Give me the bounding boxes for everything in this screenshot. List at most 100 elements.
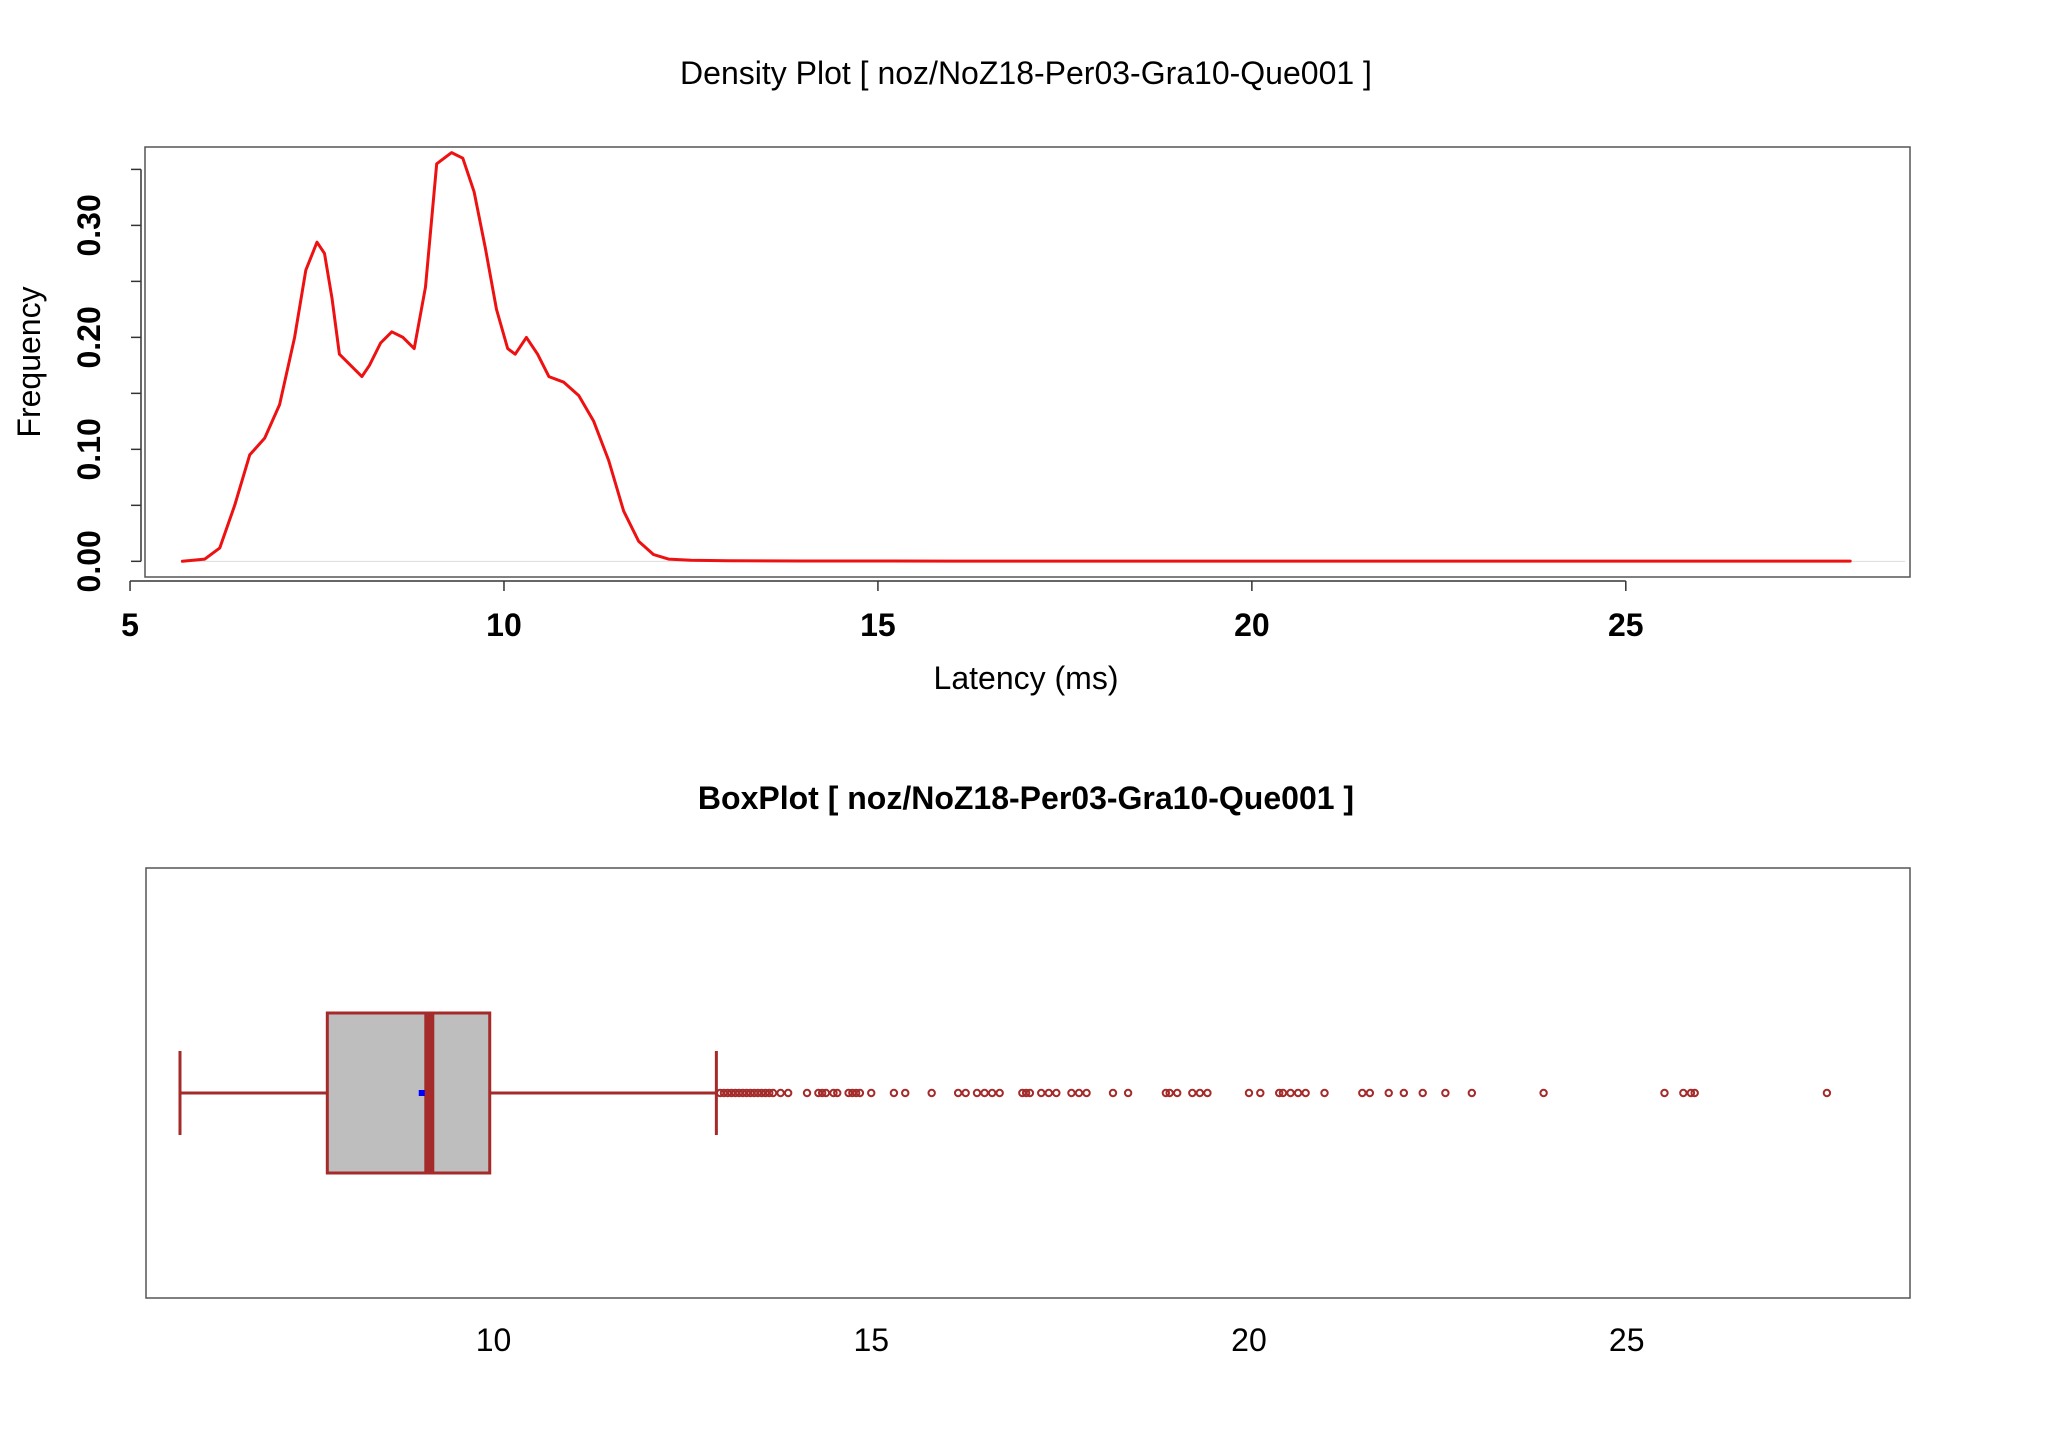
boxplot-outlier — [1195, 1088, 1205, 1098]
boxplot-outlier — [829, 1088, 838, 1098]
boxplot-outlier — [961, 1088, 970, 1098]
boxplot-outlier — [1123, 1088, 1133, 1098]
boxplot-outlier — [1203, 1088, 1212, 1098]
boxplot-outlier — [1037, 1088, 1046, 1098]
density-y-axis: 0.00 0.10 0.20 0.30 — [71, 168, 142, 592]
boxplot-outlier — [753, 1088, 763, 1098]
boxplot-outlier — [768, 1088, 778, 1098]
boxplot-outlier — [1044, 1088, 1053, 1098]
boxplot-outlier — [1301, 1088, 1310, 1098]
boxplot-outlier — [1293, 1088, 1303, 1098]
boxplot-x-tick-label: 10 — [476, 1322, 512, 1358]
boxplot-outlier — [1686, 1088, 1696, 1098]
boxplot-outlier — [1256, 1088, 1265, 1098]
boxplot-x-axis: 10 15 20 25 — [476, 1322, 1645, 1358]
boxplot-outlier — [1074, 1088, 1084, 1098]
boxplot-x-tick-label: 25 — [1609, 1322, 1645, 1358]
boxplot-outlier — [814, 1088, 823, 1098]
boxplot-outlier — [719, 1088, 729, 1098]
boxplot-outlier — [1441, 1088, 1450, 1098]
boxplot-outlier — [855, 1088, 865, 1098]
density-y-tick-label: 0.00 — [71, 530, 107, 592]
boxplot-x-tick-label: 20 — [1231, 1322, 1267, 1358]
boxplot-outlier — [867, 1088, 876, 1098]
boxplot-outlier — [757, 1088, 766, 1098]
boxplot-outlier — [1188, 1088, 1197, 1098]
boxplot-outlier — [1384, 1088, 1393, 1098]
boxplot-outlier — [1418, 1088, 1427, 1098]
boxplot-outlier — [738, 1088, 748, 1098]
boxplot-mean — [418, 1090, 425, 1096]
boxplot-outlier — [765, 1088, 774, 1098]
boxplot-outlier — [1399, 1088, 1409, 1098]
density-x-axis-label: Latency (ms) — [934, 660, 1119, 696]
boxplot-x-tick-label: 15 — [853, 1322, 889, 1358]
boxplot-outlier — [851, 1088, 861, 1098]
boxplot-title: BoxPlot [ noz/NoZ18-Per03-Gra10-Que001 ] — [698, 780, 1354, 816]
boxplot-outlier — [1018, 1088, 1027, 1098]
boxplot-outlier — [761, 1088, 770, 1098]
boxplot-outlier — [889, 1088, 899, 1098]
density-curve — [180, 151, 1852, 563]
boxplot-outlier — [1274, 1088, 1284, 1098]
boxplot-frame — [145, 867, 1911, 1299]
boxplot-outlier — [731, 1088, 740, 1098]
density-y-tick-label: 0.30 — [71, 194, 107, 256]
boxplot-outlier — [715, 1088, 725, 1098]
boxplot-outlier — [987, 1088, 997, 1098]
boxplot-outlier — [1052, 1088, 1061, 1098]
boxplot-outlier — [1286, 1088, 1295, 1098]
boxplot-outlier — [821, 1088, 831, 1098]
boxplot-outlier — [1690, 1088, 1699, 1098]
boxplot-outlier — [1320, 1088, 1329, 1098]
density-series — [180, 151, 1905, 563]
boxplot-outlier — [953, 1088, 963, 1098]
boxplot-series — [178, 1011, 1832, 1175]
boxplot-outlier — [1660, 1088, 1669, 1098]
boxplot-outlier — [1539, 1088, 1548, 1098]
boxplot-outlier — [1165, 1088, 1174, 1098]
density-y-axis-label: Frequency — [11, 286, 47, 437]
boxplot-outlier — [995, 1088, 1004, 1098]
boxplot-outlier — [1822, 1088, 1832, 1098]
density-y-tick-label: 0.10 — [71, 418, 107, 480]
boxplot-outlier — [1161, 1088, 1171, 1098]
boxplot-outlier — [749, 1088, 759, 1098]
boxplot-outlier — [1358, 1088, 1367, 1098]
boxplot-outlier — [980, 1088, 989, 1098]
boxplot-outlier — [848, 1088, 857, 1098]
boxplot-outlier — [1278, 1088, 1288, 1098]
boxplot-outlier — [1108, 1088, 1118, 1098]
boxplot-outlier — [1244, 1088, 1254, 1098]
boxplot-outlier — [776, 1088, 785, 1098]
boxplot-outlier — [844, 1088, 853, 1098]
boxplot-outlier — [972, 1088, 982, 1098]
boxplot-outlier — [1082, 1088, 1091, 1098]
boxplot-box — [325, 1011, 492, 1175]
boxplot-outlier — [1021, 1088, 1031, 1098]
density-y-tick-label: 0.20 — [71, 306, 107, 368]
boxplot-outlier — [1467, 1088, 1477, 1098]
boxplot-outlier — [802, 1088, 812, 1098]
boxplot-outlier — [734, 1088, 744, 1098]
boxplot-outlier — [1365, 1088, 1375, 1098]
boxplot-outlier — [1679, 1088, 1688, 1098]
boxplot-outlier — [817, 1088, 827, 1098]
density-x-tick-label: 25 — [1608, 607, 1644, 643]
boxplot-outlier — [727, 1088, 736, 1098]
boxplot-outlier — [833, 1088, 842, 1098]
density-title: Density Plot [ noz/NoZ18-Per03-Gra10-Que… — [680, 55, 1372, 91]
boxplot-outlier — [1067, 1088, 1076, 1098]
density-x-tick-label: 20 — [1234, 607, 1270, 643]
boxplot-outlier — [783, 1088, 793, 1098]
density-x-tick-label: 10 — [486, 607, 522, 643]
boxplot-outlier — [723, 1088, 732, 1098]
density-plot-frame — [144, 146, 1911, 578]
boxplot-outlier — [746, 1088, 755, 1098]
density-x-tick-label: 15 — [860, 607, 896, 643]
boxplot-outlier — [1025, 1088, 1035, 1098]
density-x-axis: 5 10 15 20 25 — [121, 580, 1644, 643]
boxplot-outlier — [1173, 1088, 1182, 1098]
